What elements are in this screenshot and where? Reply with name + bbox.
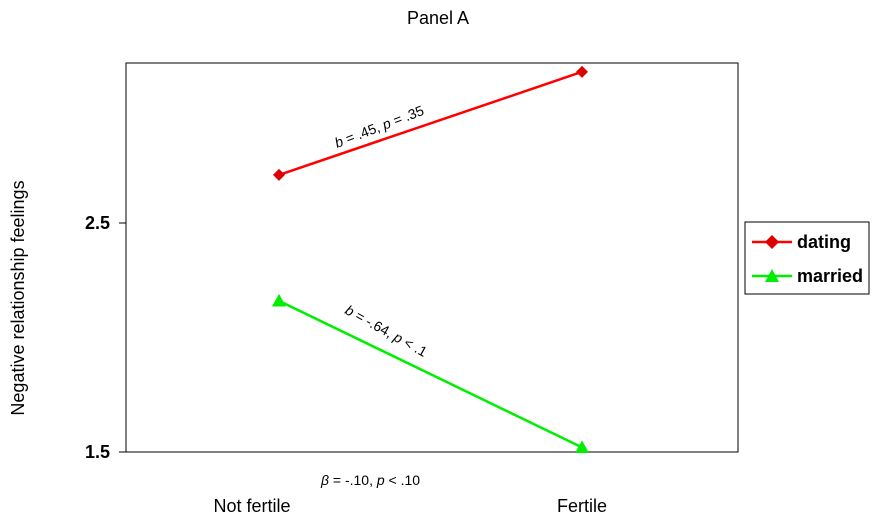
legend-label-married: married xyxy=(797,266,863,286)
chart-title: Panel A xyxy=(407,8,469,28)
data-point-dating-fertile xyxy=(576,65,588,78)
data-point-dating-not-fertile xyxy=(273,168,285,181)
xtick-label-not-fertile: Not fertile xyxy=(213,496,290,516)
legend-label-dating: dating xyxy=(797,232,851,252)
annotation-beta: β = -.10, p < .10 xyxy=(320,472,420,488)
ytick-label-2-5: 2.5 xyxy=(85,213,110,233)
data-point-married-not-fertile xyxy=(272,293,286,307)
y-axis-label: Negative relationship feelings xyxy=(8,180,28,415)
legend-marker-dating xyxy=(765,235,779,249)
series-line-dating xyxy=(278,70,583,177)
ytick-label-1-5: 1.5 xyxy=(85,442,110,462)
legend-marker-married xyxy=(765,269,779,282)
series-line-married xyxy=(278,299,583,449)
xtick-label-fertile: Fertile xyxy=(557,496,607,516)
data-point-married-fertile xyxy=(575,440,589,454)
plot-area xyxy=(125,62,739,453)
legend: dating married xyxy=(744,221,870,295)
